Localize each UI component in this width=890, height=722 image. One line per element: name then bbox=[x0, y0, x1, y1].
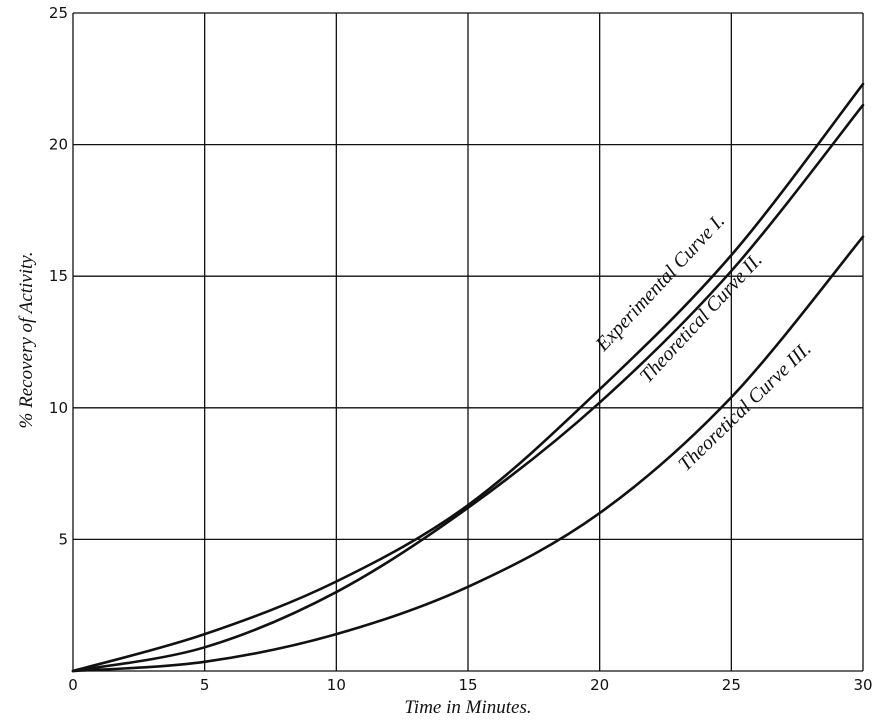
x-axis-ticks: 0 5 10 15 20 25 30 bbox=[68, 676, 872, 694]
y-tick-label: 10 bbox=[49, 399, 68, 417]
y-axis-title: % Recovery of Activity. bbox=[16, 252, 37, 429]
x-tick-label: 0 bbox=[68, 676, 78, 694]
curve-1 bbox=[71, 82, 865, 673]
x-tick-label: 25 bbox=[722, 676, 741, 694]
x-tick-label: 15 bbox=[458, 676, 477, 694]
curve-label-1: Experimental Curve I. bbox=[591, 210, 729, 356]
y-tick-label: 25 bbox=[49, 4, 68, 22]
grid-lines bbox=[72, 12, 864, 672]
curve-2 bbox=[71, 103, 865, 673]
y-tick-label: 5 bbox=[58, 530, 68, 548]
curve-3 bbox=[71, 235, 865, 673]
curve-label-3: Theoretical Curve III. bbox=[674, 338, 815, 476]
y-tick-label: 15 bbox=[49, 267, 68, 285]
y-axis-ticks: 5 10 15 20 25 bbox=[49, 4, 68, 548]
x-tick-label: 30 bbox=[853, 676, 872, 694]
x-tick-label: 5 bbox=[200, 676, 210, 694]
x-tick-label: 20 bbox=[590, 676, 609, 694]
curve-labels: Experimental Curve I.Theoretical Curve I… bbox=[591, 210, 816, 476]
data-curves bbox=[71, 82, 865, 673]
x-axis-title: Time in Minutes. bbox=[404, 697, 531, 718]
curve-label-2: Theoretical Curve II. bbox=[636, 249, 767, 387]
y-tick-label: 20 bbox=[49, 136, 68, 154]
x-tick-label: 10 bbox=[327, 676, 346, 694]
